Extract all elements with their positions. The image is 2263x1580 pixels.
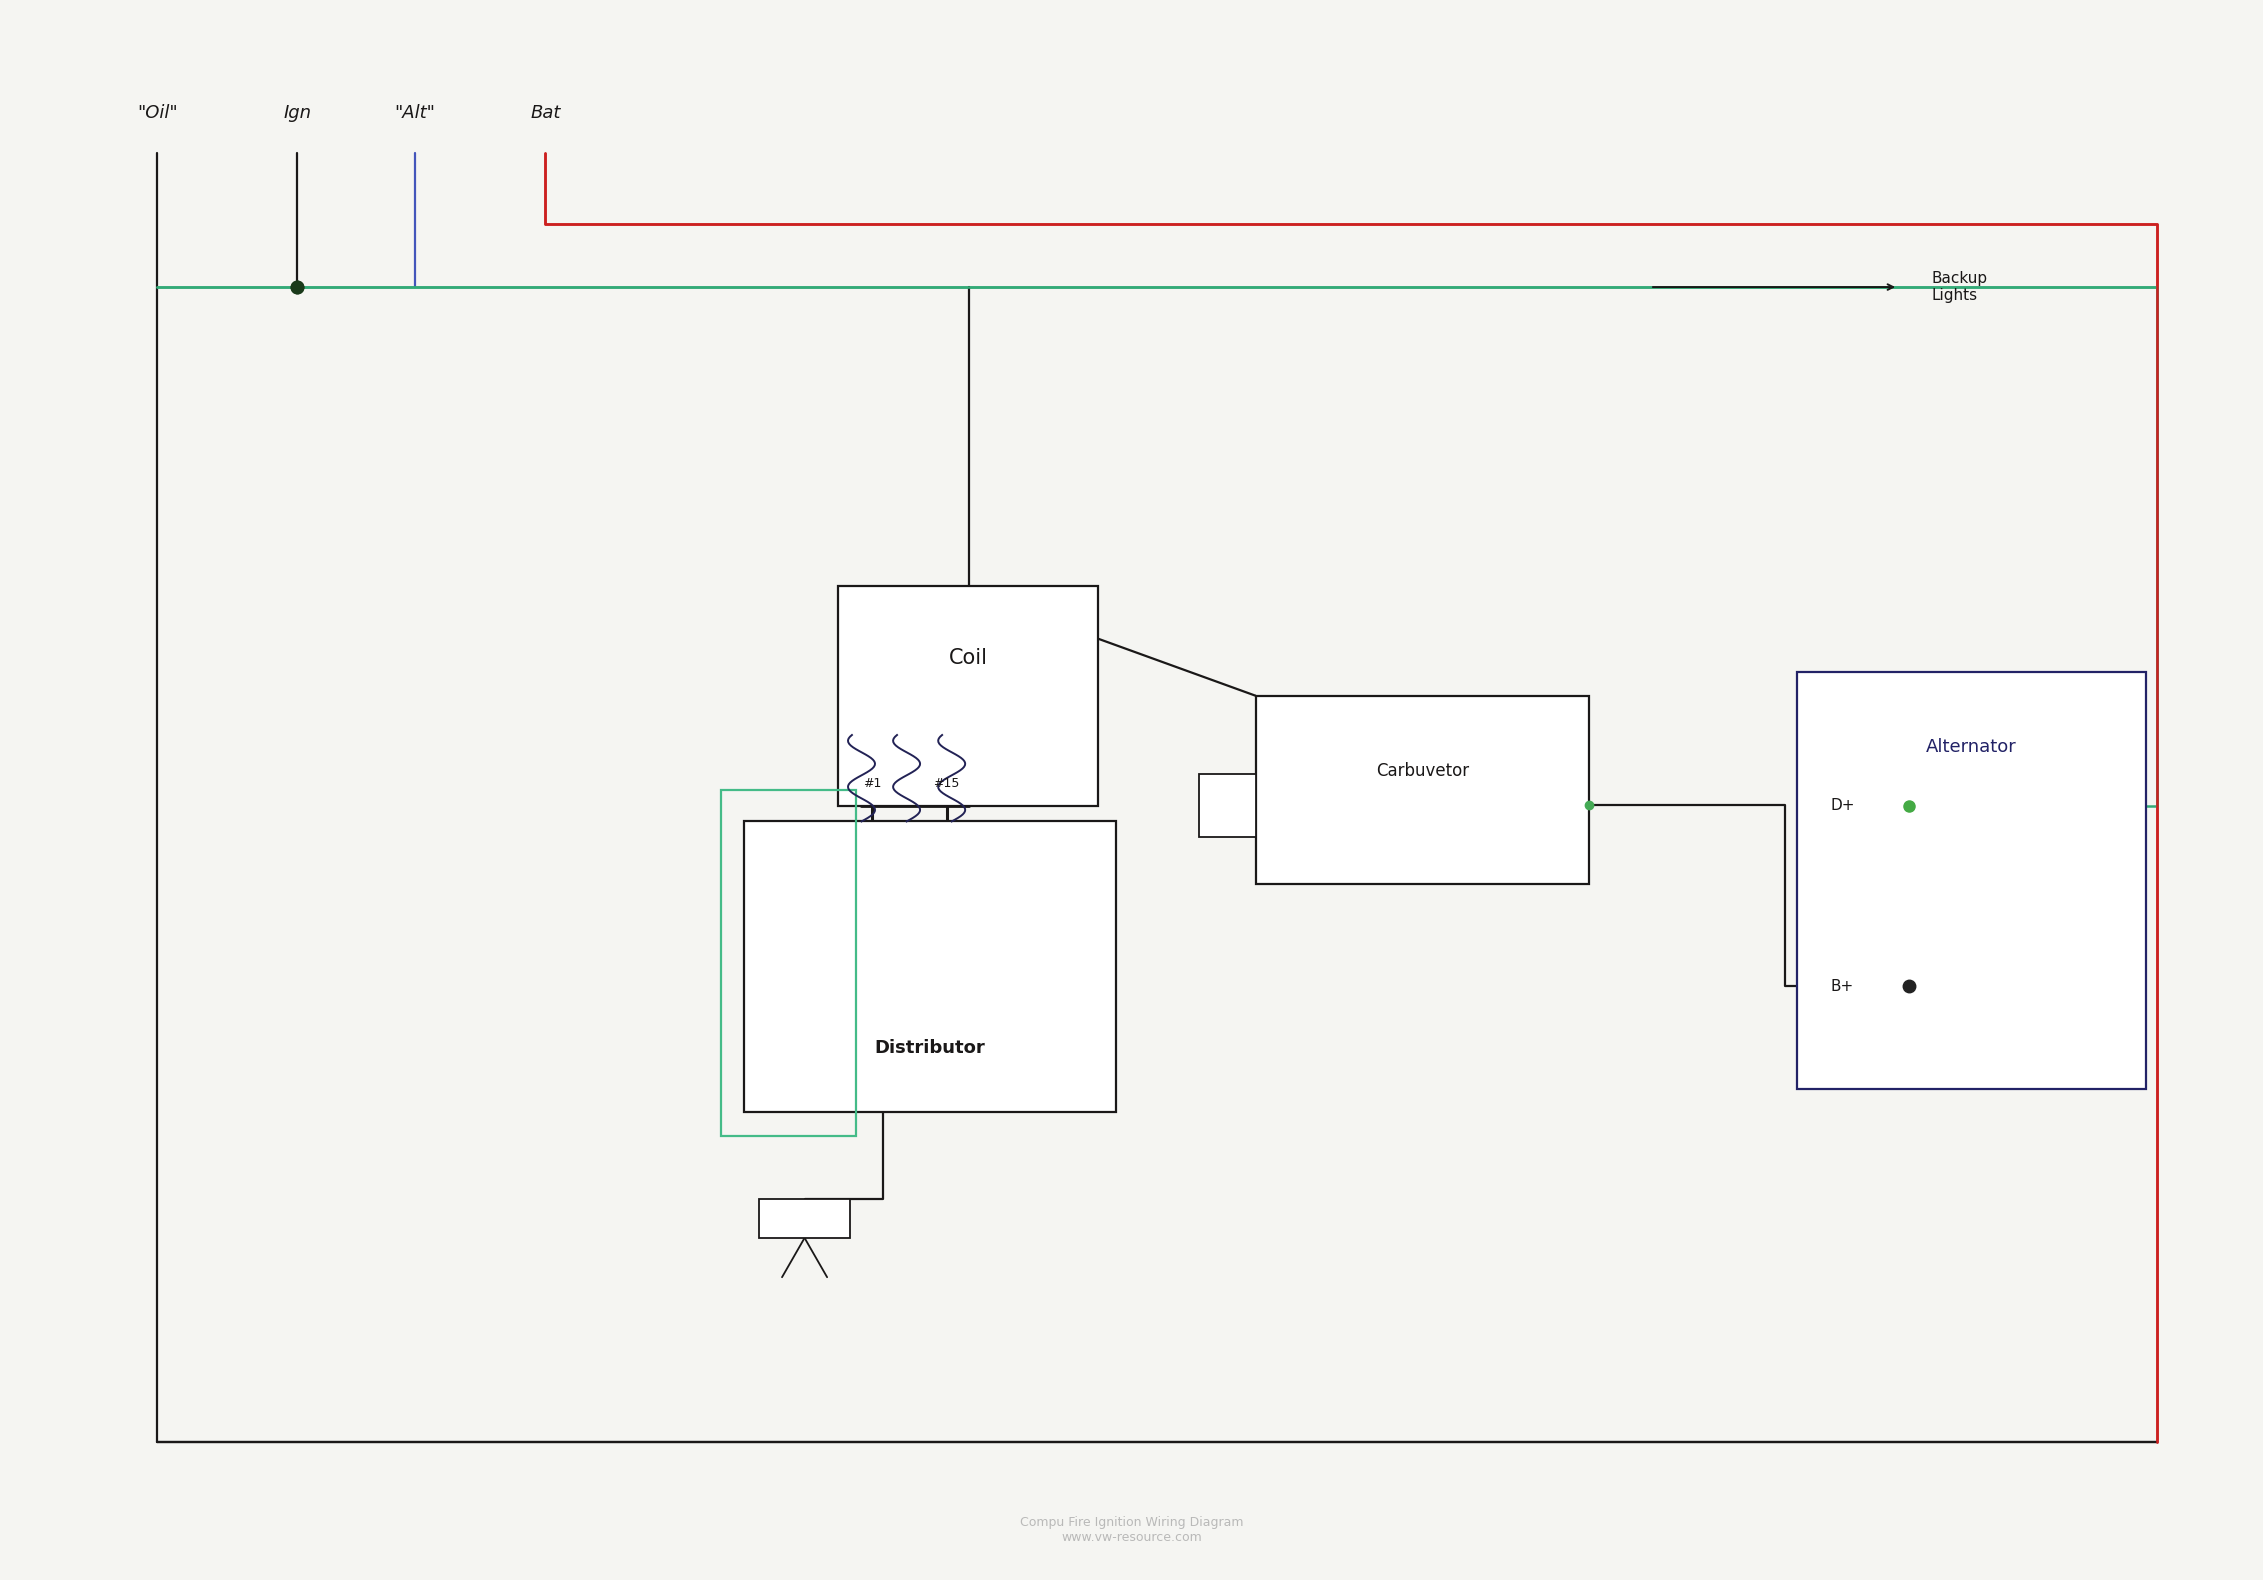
Text: Coil: Coil — [948, 648, 987, 668]
Bar — [722, 790, 855, 1136]
Text: Ign: Ign — [283, 104, 312, 122]
Text: Distributor: Distributor — [874, 1040, 984, 1057]
Text: Backup
Lights: Backup Lights — [1933, 270, 1987, 303]
Bar — [760, 1199, 849, 1237]
Bar — [1256, 695, 1589, 885]
Text: Compu Fire Ignition Wiring Diagram
www.vw-resource.com: Compu Fire Ignition Wiring Diagram www.v… — [1021, 1517, 1242, 1544]
Text: B+: B+ — [1831, 980, 1853, 994]
Text: #1: #1 — [862, 777, 880, 790]
Text: "Alt": "Alt" — [394, 104, 434, 122]
Bar — [745, 822, 1116, 1112]
Text: D+: D+ — [1831, 798, 1856, 814]
Bar — [1797, 672, 2145, 1089]
Text: Bat: Bat — [530, 104, 561, 122]
Text: Alternator: Alternator — [1926, 738, 2016, 757]
Text: "Oil": "Oil" — [138, 104, 179, 122]
Bar — [1199, 774, 1256, 837]
Text: Carbuvetor: Carbuvetor — [1376, 762, 1469, 781]
Text: #15: #15 — [932, 777, 960, 790]
Bar — [837, 586, 1098, 806]
